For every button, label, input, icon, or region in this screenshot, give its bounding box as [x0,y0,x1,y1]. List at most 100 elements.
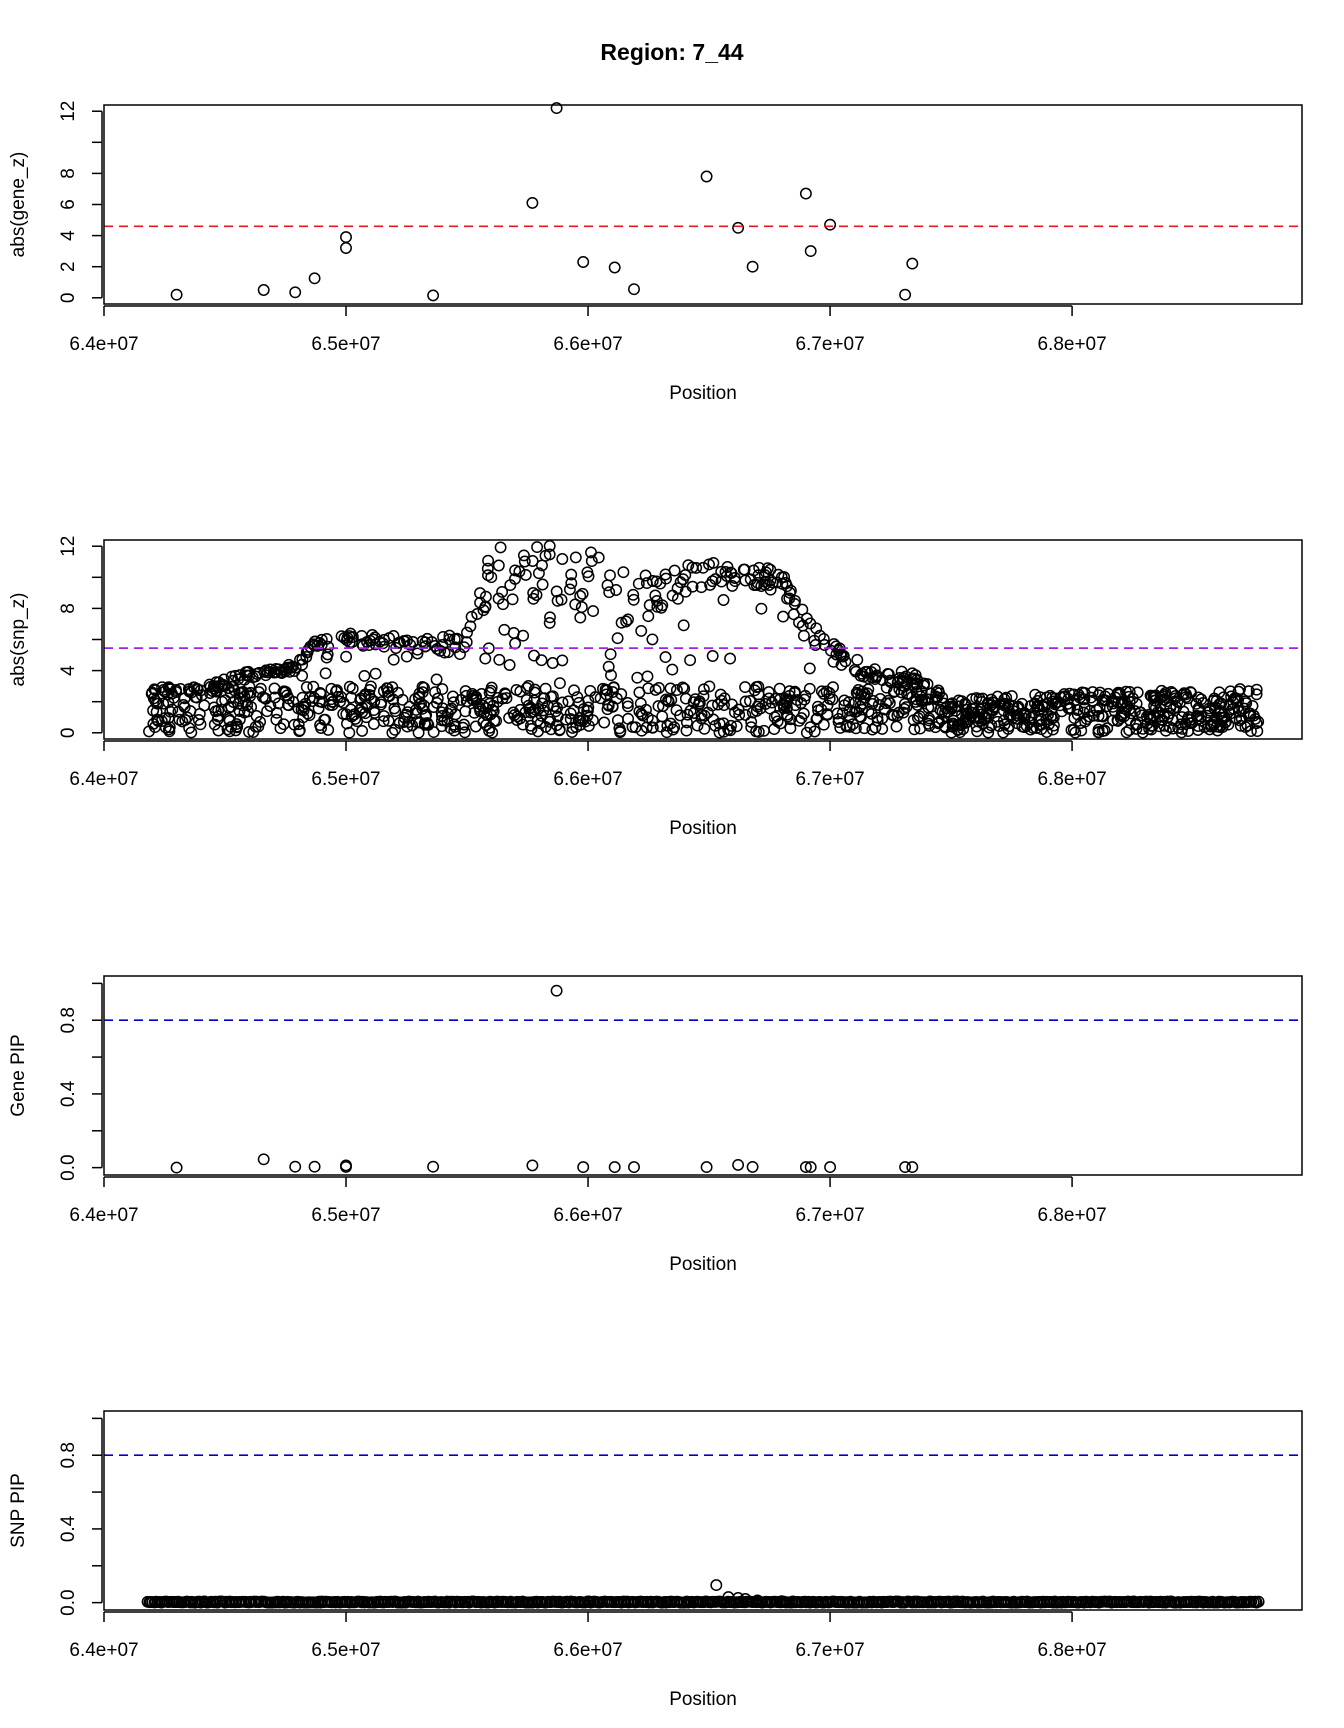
snp-point [584,684,597,697]
data-points [143,540,1265,739]
snp-point [522,679,535,692]
snp-point [166,703,179,716]
snp-point [581,566,594,579]
snp-point [409,693,422,706]
snp-point [797,629,810,642]
snp-point [706,650,719,662]
snp-point [536,578,549,591]
snp-point [149,684,162,697]
snp-point [368,631,381,644]
data-point [628,283,640,296]
data-point [340,231,352,244]
snp-point [795,697,808,709]
snp-point [838,694,851,707]
snp-point [1101,722,1114,735]
snp-point [315,722,328,734]
snp-point [1242,707,1255,720]
snp-point [1251,725,1264,738]
snp-point [1252,1595,1265,1608]
snp-point [724,566,737,579]
snp-point [803,662,816,675]
x-axis: 6.4e+07 6.5e+07 6.6e+07 6.7e+07 6.8e+07 [69,305,1107,355]
snp-point [258,665,271,678]
snp-point [939,721,952,734]
snp-point [633,686,646,699]
data-point [824,218,837,231]
snp-point [932,684,945,697]
snp-point [709,719,722,732]
snp-point [330,685,342,698]
snp-point [261,705,274,718]
snp-point [627,593,640,606]
snp-point [936,691,949,704]
snp-point [190,691,203,704]
snp-point [256,691,269,704]
y-tick-label: 8 [58,603,79,614]
snp-point [830,640,843,653]
snp-point [622,613,634,626]
snp-point [543,548,556,561]
x-tick-label: 6.8e+07 [1037,334,1106,355]
snp-point [1062,702,1075,715]
snp-point [823,687,836,699]
snp-point [1029,688,1042,701]
snp-point [827,681,839,694]
snp-point [536,697,549,710]
data-point [700,1161,713,1174]
x-axis-label: Position [669,383,737,404]
snp-point [178,701,191,714]
snp-point [147,704,160,717]
snp-point [1207,718,1220,731]
y-tick-label: 8 [58,168,79,179]
snp-point [725,719,737,732]
snp-point [571,691,584,704]
snp-point [1078,693,1091,706]
snp-point [810,622,823,635]
snp-point [300,681,313,694]
data-point [526,1159,539,1172]
snp-point [789,699,802,712]
snp-point [781,710,794,723]
snp-point [680,716,693,729]
snp-point [640,577,653,590]
y-axis: 0.0 0.4 0.8 [58,982,103,1181]
snp-point [887,709,900,722]
snp-point [1024,723,1037,736]
snp-point [617,566,630,579]
snp-point [900,701,913,714]
snp-point [366,629,379,641]
snp-point [498,687,511,700]
snp-point [368,695,381,708]
data-point [899,288,912,301]
snp-point [1040,713,1053,726]
snp-point [381,686,394,698]
snp-point [518,555,531,568]
snp-point [427,726,440,739]
snp-point [611,632,624,645]
snp-point [237,686,250,698]
y-axis: 0.0 0.4 0.8 [58,1417,103,1616]
snp-point [931,691,944,704]
data-point [340,1160,352,1173]
snp-point [717,594,730,606]
snp-point [777,610,790,623]
snp-point [348,708,361,721]
snp-point [191,683,204,696]
snp-point [827,655,840,668]
snp-point [613,722,626,735]
snp-point [387,630,400,642]
data-point [170,288,183,301]
snp-point [167,691,180,704]
snp-point [247,726,260,738]
snp-point [1011,717,1023,730]
snp-point [367,718,380,730]
snp-point [519,706,532,719]
snp-point [449,720,461,733]
snp-point [556,553,569,565]
snp-point [506,593,519,606]
snp-point [942,705,955,718]
snp-point [1157,690,1170,703]
snp-point [1124,707,1137,720]
snp-point [987,696,1000,709]
snp-point [635,624,648,637]
